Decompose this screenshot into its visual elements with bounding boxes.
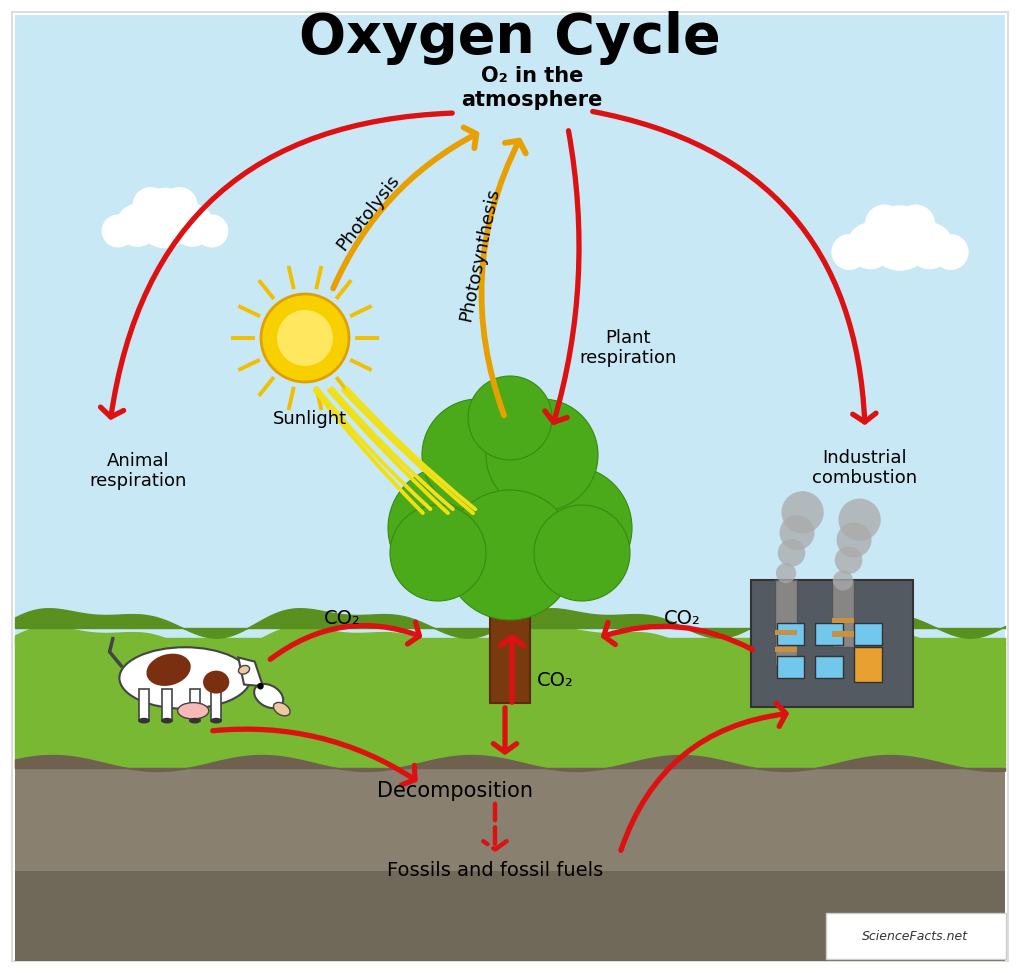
- FancyArrowPatch shape: [483, 804, 506, 849]
- Ellipse shape: [119, 647, 251, 708]
- Circle shape: [132, 187, 168, 223]
- Text: Photolysis: Photolysis: [332, 171, 403, 254]
- Circle shape: [387, 466, 512, 590]
- FancyArrowPatch shape: [333, 127, 476, 288]
- Circle shape: [833, 570, 852, 591]
- Circle shape: [836, 523, 870, 558]
- Circle shape: [846, 223, 893, 270]
- Circle shape: [444, 490, 575, 620]
- FancyBboxPatch shape: [12, 12, 1007, 961]
- Circle shape: [834, 547, 861, 574]
- Circle shape: [931, 234, 968, 270]
- Polygon shape: [238, 658, 263, 686]
- Circle shape: [534, 505, 630, 601]
- Ellipse shape: [203, 670, 229, 694]
- FancyBboxPatch shape: [774, 581, 796, 666]
- Ellipse shape: [254, 684, 283, 708]
- Circle shape: [830, 234, 866, 270]
- Ellipse shape: [210, 718, 222, 724]
- FancyArrowPatch shape: [592, 112, 875, 422]
- Ellipse shape: [177, 703, 209, 719]
- FancyBboxPatch shape: [776, 623, 804, 645]
- Circle shape: [781, 491, 823, 533]
- Ellipse shape: [139, 718, 150, 724]
- FancyBboxPatch shape: [190, 690, 200, 721]
- Polygon shape: [15, 638, 1004, 768]
- Text: Industrial
combustion: Industrial combustion: [812, 449, 917, 487]
- Circle shape: [135, 188, 195, 248]
- Circle shape: [485, 399, 597, 511]
- FancyBboxPatch shape: [832, 618, 853, 624]
- FancyArrowPatch shape: [544, 130, 579, 422]
- FancyBboxPatch shape: [15, 768, 1004, 961]
- FancyBboxPatch shape: [825, 913, 1005, 959]
- FancyBboxPatch shape: [139, 690, 149, 721]
- FancyBboxPatch shape: [211, 690, 221, 721]
- Text: Animal
respiration: Animal respiration: [90, 451, 186, 490]
- Circle shape: [161, 187, 198, 223]
- FancyBboxPatch shape: [832, 581, 853, 647]
- Text: Sunlight: Sunlight: [273, 410, 346, 428]
- Ellipse shape: [161, 718, 172, 724]
- Ellipse shape: [238, 666, 250, 674]
- Text: CO₂: CO₂: [323, 608, 360, 628]
- Circle shape: [507, 466, 632, 590]
- Ellipse shape: [273, 703, 289, 716]
- FancyArrowPatch shape: [481, 141, 525, 415]
- FancyBboxPatch shape: [776, 656, 804, 678]
- FancyBboxPatch shape: [853, 647, 880, 682]
- Text: Decomposition: Decomposition: [377, 781, 533, 801]
- Circle shape: [838, 498, 879, 541]
- FancyBboxPatch shape: [814, 623, 843, 645]
- Circle shape: [261, 294, 348, 382]
- Circle shape: [864, 204, 903, 243]
- FancyBboxPatch shape: [774, 647, 796, 652]
- FancyArrowPatch shape: [213, 729, 415, 785]
- FancyArrowPatch shape: [500, 637, 523, 703]
- FancyBboxPatch shape: [750, 581, 912, 707]
- Circle shape: [905, 223, 952, 270]
- Text: Oxygen Cycle: Oxygen Cycle: [299, 11, 720, 65]
- FancyBboxPatch shape: [162, 690, 172, 721]
- Circle shape: [257, 683, 264, 690]
- Text: CO₂: CO₂: [663, 608, 700, 628]
- Circle shape: [170, 203, 214, 247]
- Circle shape: [779, 515, 814, 550]
- Circle shape: [430, 408, 589, 568]
- Circle shape: [102, 214, 135, 247]
- FancyArrowPatch shape: [621, 703, 786, 850]
- FancyArrowPatch shape: [270, 622, 419, 660]
- FancyBboxPatch shape: [774, 630, 796, 635]
- Text: Photosynthesis: Photosynthesis: [457, 187, 502, 323]
- Circle shape: [116, 203, 159, 247]
- FancyArrowPatch shape: [493, 707, 517, 752]
- Circle shape: [896, 204, 934, 243]
- Text: O₂ in the
atmosphere: O₂ in the atmosphere: [461, 66, 602, 110]
- FancyBboxPatch shape: [832, 631, 853, 636]
- Ellipse shape: [189, 718, 201, 724]
- Circle shape: [277, 310, 332, 366]
- Text: Fossils and fossil fuels: Fossils and fossil fuels: [386, 861, 602, 881]
- Circle shape: [389, 505, 485, 601]
- Circle shape: [776, 539, 805, 566]
- FancyBboxPatch shape: [853, 623, 880, 645]
- FancyArrowPatch shape: [603, 623, 752, 650]
- FancyBboxPatch shape: [489, 538, 530, 703]
- FancyBboxPatch shape: [15, 15, 1004, 768]
- Text: Plant
respiration: Plant respiration: [579, 329, 676, 368]
- Text: CO₂: CO₂: [536, 671, 573, 691]
- FancyArrowPatch shape: [101, 113, 451, 417]
- Circle shape: [468, 376, 551, 460]
- Text: ScienceFacts.net: ScienceFacts.net: [861, 929, 967, 943]
- Circle shape: [422, 399, 534, 511]
- FancyBboxPatch shape: [814, 656, 843, 678]
- FancyBboxPatch shape: [15, 871, 1004, 961]
- Circle shape: [866, 205, 931, 270]
- Circle shape: [195, 214, 228, 247]
- Circle shape: [775, 563, 796, 583]
- Ellipse shape: [147, 654, 191, 686]
